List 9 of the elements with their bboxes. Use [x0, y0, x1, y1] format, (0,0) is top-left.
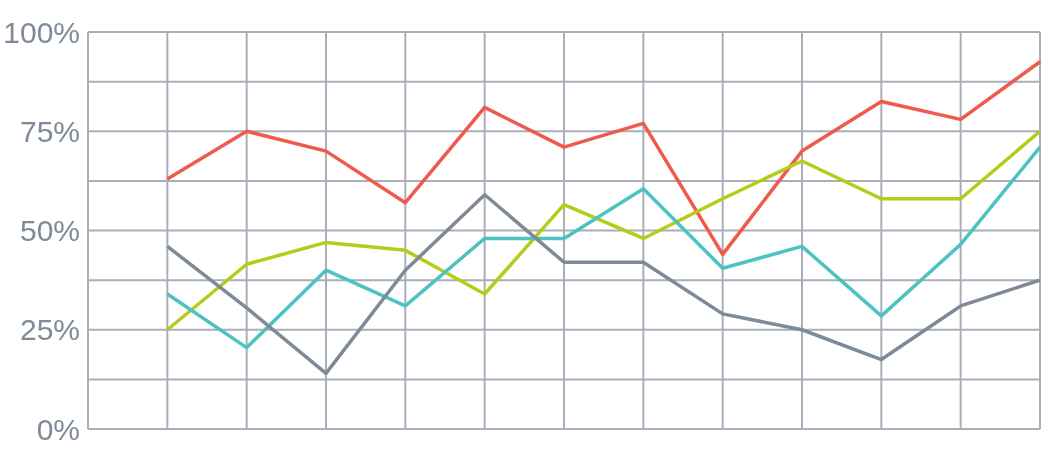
line-series — [165, 129, 1042, 332]
y-tick-label: 25% — [19, 313, 80, 347]
line-series — [165, 145, 1042, 350]
y-tick-label: 75% — [19, 114, 80, 148]
line-series — [165, 60, 1042, 257]
y-tick-label: 0% — [36, 412, 80, 446]
line-series — [165, 193, 1042, 376]
y-tick-label: 100% — [3, 15, 80, 49]
y-tick-label: 50% — [19, 214, 80, 248]
